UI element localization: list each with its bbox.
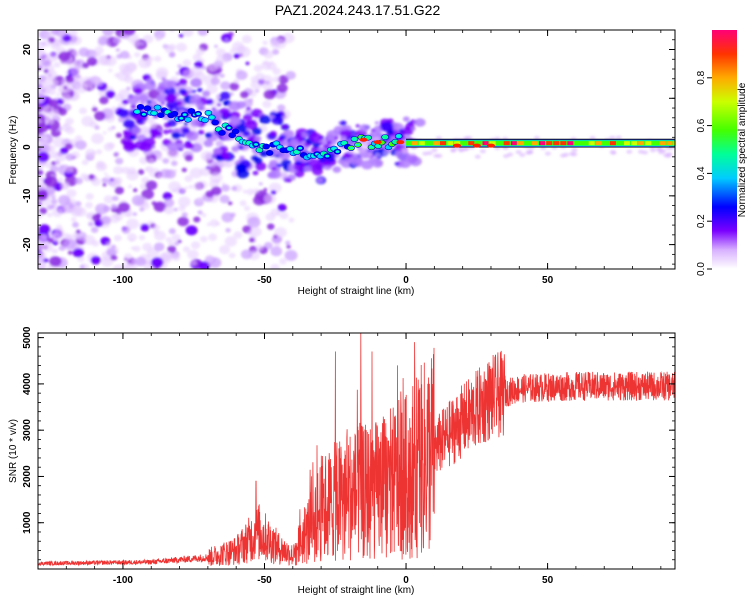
snr-ytick-label: 4000 [22,372,33,395]
spectrogram-frame [37,29,676,270]
snr-ylabel: SNR (10 * v/v) [8,419,19,483]
spectrogram-ytick-label: 0 [22,144,33,150]
spectrogram-xlabel: Height of straight line (km) [298,286,415,297]
spectrogram-ridge [133,104,675,161]
spectrogram-ylabel: Frequency (Hz) [8,116,19,185]
spectrogram-xtick-label: -50 [257,275,272,286]
snr-series-line [38,333,675,567]
colorbar-tick-label: 0.2 [696,214,707,228]
spectrogram-ytick-label: 10 [22,92,33,104]
snr-ytick-label: 2000 [22,465,33,488]
colorbar-label: Normalized spectral amplitude [737,82,748,217]
spectrogram-ytick-label: -10 [22,188,33,203]
spectrogram-ytick-label: -20 [22,237,33,252]
snr-panel: -100 -50 0 50 1000 2000 3000 4000 5000 Height of… [8,326,676,596]
figure-title: PAZ1.2024.243.17.51.G22 [274,2,441,18]
spectrogram-xtick-label: 50 [542,275,554,286]
colorbar-tick-label: 0.0 [696,262,707,276]
spectrogram-xtick-label: -100 [113,275,133,286]
snr-xtick-label: 50 [542,575,554,586]
colorbar-ticks: 0.0 0.2 0.4 0.6 0.8 [696,70,712,276]
colorbar-tick-label: 0.6 [696,118,707,132]
snr-ticks: -100 -50 0 50 1000 2000 3000 4000 5000 [22,326,675,586]
snr-xtick-label: 0 [403,575,409,586]
colorbar-gradient [712,30,737,269]
colorbar: 0.0 0.2 0.4 0.6 0.8 Normalized spectral ampl… [696,30,748,276]
snr-ytick-label: 1000 [22,511,33,534]
spectrogram-ytick-label: 20 [22,44,33,56]
colorbar-tick-label: 0.8 [696,70,707,84]
snr-frame [37,332,676,570]
spectrogram-xtick-label: 0 [403,275,409,286]
snr-xtick-label: -100 [113,575,133,586]
colorbar-tick-label: 0.4 [696,166,707,180]
snr-ytick-label: 5000 [22,326,33,349]
snr-background [38,333,675,569]
snr-xlabel: Height of straight line (km) [298,585,415,596]
snr-ytick-label: 3000 [22,419,33,442]
snr-xtick-label: -50 [257,575,272,586]
